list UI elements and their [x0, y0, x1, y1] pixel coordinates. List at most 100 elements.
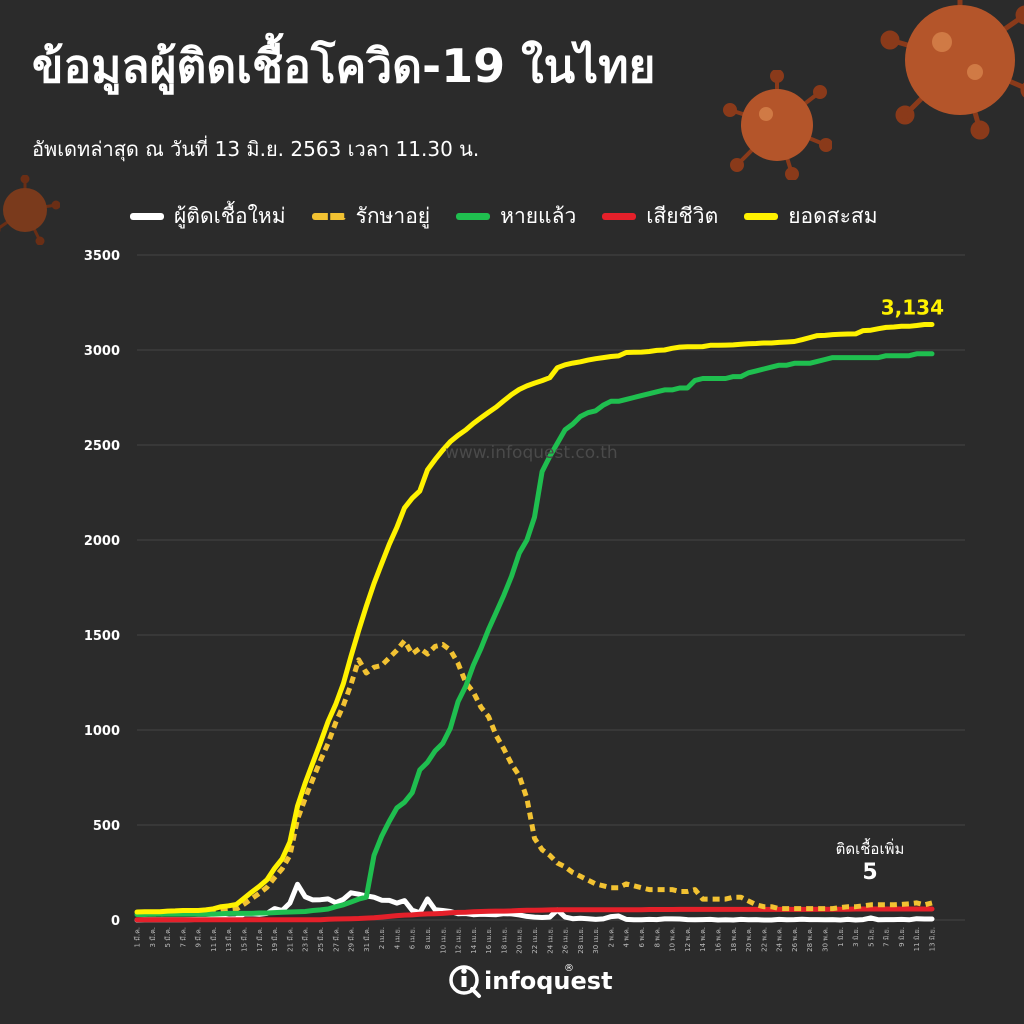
legend-label-deaths: เสียชีวิต: [646, 204, 719, 228]
x-tick-label: 3 มี.ค.: [149, 927, 157, 947]
x-tick-label: 10 พ.ค.: [669, 927, 677, 952]
x-tick-label: 6 เม.ย.: [409, 927, 417, 949]
series-line-recovered: [134, 351, 935, 917]
logo-i-dot: [461, 968, 467, 974]
x-tick-label: 8 เม.ย.: [424, 927, 432, 949]
x-tick-label: 3 มิ.ย.: [852, 927, 860, 947]
annotation-new-value: 5: [862, 860, 877, 885]
x-tick-label: 29 มี.ค.: [348, 927, 356, 952]
x-tick-label: 19 มี.ค.: [271, 927, 279, 952]
x-tick-label: 12 เม.ย.: [455, 927, 463, 954]
series-layer: [134, 322, 935, 923]
y-tick-label: 1000: [84, 724, 120, 739]
x-tick-label: 4 พ.ค.: [623, 927, 631, 947]
legend-item-recovered: หายแล้ว: [456, 200, 576, 233]
x-tick-label: 30 เม.ย.: [592, 927, 600, 954]
logo-magnifier-icon: [449, 965, 479, 995]
x-tick-label: 1 มิ.ย.: [837, 927, 845, 947]
x-tick-label: 23 มี.ค.: [302, 927, 310, 952]
x-tick-label: 15 มี.ค.: [241, 927, 249, 952]
page-subtitle: อัพเดทล่าสุด ณ วันที่ 13 มิ.ย. 2563 เวลา…: [32, 137, 480, 161]
x-tick-label: 20 เม.ย.: [516, 927, 524, 954]
virus-illustration-medium: [723, 70, 832, 180]
x-tick-label: 30 พ.ค.: [821, 927, 829, 952]
x-tick-label: 16 พ.ค.: [714, 927, 722, 952]
x-tick-label: 9 มิ.ย.: [898, 927, 906, 947]
logo-registered-mark: ®: [564, 963, 574, 974]
x-tick-label: 7 มิ.ย.: [883, 927, 891, 947]
x-tick-label: 7 มี.ค.: [179, 927, 187, 947]
x-tick-label: 1 มี.ค.: [134, 927, 142, 947]
series-line-cumulative: [134, 322, 935, 915]
x-tick-label: 12 พ.ค.: [684, 927, 692, 952]
x-tick-label: 24 พ.ค.: [776, 927, 784, 952]
y-tick-label: 2500: [84, 439, 120, 454]
legend-item-new: ผู้ติดเชื้อใหม่: [130, 200, 286, 233]
annotation-new-label: ติดเชื้อเพิ่ม: [836, 838, 905, 858]
x-tick-label: 21 มี.ค.: [286, 927, 294, 952]
y-tick-label: 500: [93, 819, 120, 834]
legend-item-deaths: เสียชีวิต: [602, 200, 718, 233]
legend-label-recovered: หายแล้ว: [500, 204, 577, 228]
legend-swatch-recovered: [456, 213, 491, 220]
x-tick-label: 9 มี.ค.: [195, 927, 203, 947]
x-tick-label: 5 มิ.ย.: [867, 927, 875, 947]
x-tick-label: 17 มี.ค.: [256, 927, 264, 952]
x-tick-label: 14 เม.ย.: [470, 927, 478, 954]
x-tick-label: 11 มี.ค.: [210, 927, 218, 952]
legend-swatch-new: [130, 213, 164, 220]
grid-layer: [137, 254, 965, 921]
y-axis-ticks: 0 500 1000 1500 2000 2500 3000 3500: [84, 249, 120, 929]
x-tick-label: 22 เม.ย.: [531, 927, 539, 954]
page-title: ข้อมูลผู้ติดเชื้อโควิด-19 ในไทย: [32, 39, 656, 93]
legend-item-cumulative: ยอดสะสม: [744, 200, 878, 233]
legend-label-cumulative: ยอดสะสม: [788, 204, 878, 228]
watermark-text: www.infoquest.co.th: [445, 443, 618, 463]
legend-label-new: ผู้ติดเชื้อใหม่: [174, 204, 286, 228]
x-tick-label: 16 เม.ย.: [485, 927, 493, 954]
legend-swatch-deaths: [602, 213, 637, 220]
legend-label-active: รักษาอยู่: [355, 204, 431, 228]
x-tick-label: 26 พ.ค.: [791, 927, 799, 952]
x-tick-label: 5 มี.ค.: [164, 927, 172, 947]
x-tick-label: 31 มี.ค.: [363, 927, 371, 952]
y-tick-label: 3500: [84, 249, 120, 264]
x-tick-label: 28 เม.ย.: [577, 927, 585, 954]
x-tick-label: 6 พ.ค.: [638, 927, 646, 947]
x-tick-label: 24 เม.ย.: [546, 927, 554, 954]
annotation-total-value: 3,134: [881, 296, 944, 320]
y-tick-label: 3000: [84, 344, 120, 359]
x-tick-label: 25 มี.ค.: [317, 927, 325, 952]
x-tick-label: 27 มี.ค.: [332, 927, 340, 952]
x-tick-label: 14 พ.ค.: [699, 927, 707, 952]
virus-illustration-large: [880, 0, 1024, 140]
y-tick-label: 1500: [84, 629, 120, 644]
x-tick-label: 13 มิ.ย.: [929, 927, 937, 951]
legend-item-active: รักษาอยู่: [311, 200, 431, 233]
x-tick-label: 20 พ.ค.: [745, 927, 753, 952]
logo-i-stem: [461, 976, 467, 987]
x-tick-label: 2 พ.ค.: [607, 927, 615, 947]
x-tick-label: 18 พ.ค.: [730, 927, 738, 952]
x-tick-label: 2 เม.ย.: [378, 927, 386, 949]
x-tick-label: 13 มี.ค.: [225, 927, 233, 952]
series-line-active: [137, 638, 933, 917]
virus-illustration-small: [0, 175, 60, 245]
annotation-layer: 3,134 ติดเชื้อเพิ่ม5: [836, 296, 944, 885]
x-tick-label: 28 พ.ค.: [806, 927, 814, 952]
logo-text: infoquest: [484, 967, 613, 995]
x-tick-label: 8 พ.ค.: [653, 927, 661, 947]
x-axis-ticks: 1 มี.ค. 3 มี.ค. 5 มี.ค. 7 มี.ค. 9 มี.ค. 11 มี…: [134, 927, 937, 954]
y-tick-label: 0: [111, 914, 120, 929]
x-tick-label: 11 มิ.ย.: [913, 927, 921, 951]
x-tick-label: 26 เม.ย.: [562, 927, 570, 954]
infoquest-logo: infoquest ®: [449, 963, 613, 998]
chart-legend: ผู้ติดเชื้อใหม่ รักษาอยู่ หายแล้ว เสียชี…: [130, 200, 878, 233]
legend-swatch-cumulative: [744, 213, 779, 220]
y-tick-label: 2000: [84, 534, 120, 549]
legend-swatch-active: [311, 213, 346, 220]
x-tick-label: 22 พ.ค.: [760, 927, 768, 952]
x-tick-label: 4 เม.ย.: [393, 927, 401, 949]
x-tick-label: 10 เม.ย.: [439, 927, 447, 954]
